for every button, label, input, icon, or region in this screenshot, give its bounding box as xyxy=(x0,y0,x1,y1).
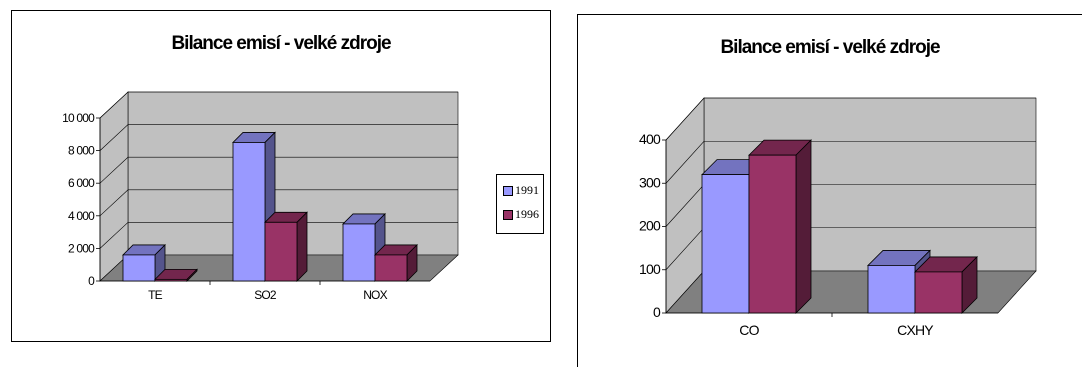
chart-left-frame: Bilance emisí - velké zdroje 0 2 000 4 000… xyxy=(11,10,551,342)
gridline xyxy=(99,124,458,151)
bar xyxy=(748,154,797,314)
y-tick-label: 400 xyxy=(639,131,661,147)
bar xyxy=(122,254,156,282)
chart-left-legend: 1991 1996 xyxy=(496,174,544,234)
y-tick-label: 2 000 xyxy=(68,241,95,255)
y-tick-label: 100 xyxy=(639,261,661,277)
legend-item-1991: 1991 xyxy=(503,183,539,197)
y-tick-label: 6 000 xyxy=(68,176,95,190)
gridline xyxy=(99,156,458,184)
bar xyxy=(374,254,408,282)
side-wall xyxy=(99,91,129,282)
y-tick-label: 200 xyxy=(639,218,661,234)
y-tick-label: 0 xyxy=(88,274,95,288)
chart-left-plot: 0 2 000 4 000 6 000 8 000 10 000 TE SO2 NOX xyxy=(62,91,459,302)
bar xyxy=(701,174,750,314)
bar xyxy=(342,223,376,282)
chart-right-plot: 0 100 200 300 400 CO CXHY xyxy=(639,97,1037,338)
x-tick-label: SO2 xyxy=(254,288,277,302)
legend-label-1991: 1991 xyxy=(515,183,539,197)
x-tick-label: CXHY xyxy=(897,322,934,338)
chart-left-title: Bilance emisí - velké zdroje xyxy=(171,33,391,54)
bar xyxy=(867,265,916,314)
bar-side xyxy=(795,139,812,314)
chart-right-frame: Bilance emisí - velké zdroje 0 100 200 300 4… xyxy=(577,14,1082,367)
y-tick-label: 0 xyxy=(653,304,661,320)
legend-swatch-1991 xyxy=(503,186,513,197)
chart-right-title: Bilance emisí - velké zdroje xyxy=(720,37,940,58)
bar xyxy=(914,271,963,314)
y-tick-label: 300 xyxy=(639,174,661,190)
gridline xyxy=(99,91,458,119)
y-tick-label: 10 000 xyxy=(62,111,95,125)
bar xyxy=(232,142,266,282)
legend-item-1996: 1996 xyxy=(503,207,539,221)
legend-label-1996: 1996 xyxy=(515,207,539,221)
bar xyxy=(264,221,298,282)
y-tick-label: 8 000 xyxy=(68,144,95,158)
x-tick-label: TE xyxy=(148,288,163,302)
y-tick-label: 4 000 xyxy=(68,209,95,223)
legend-swatch-1996 xyxy=(503,210,513,221)
gridline xyxy=(99,189,458,217)
x-tick-label: CO xyxy=(739,322,759,338)
bar xyxy=(154,278,188,282)
gridline xyxy=(665,140,1036,184)
bar-side xyxy=(296,211,308,282)
gridline xyxy=(665,97,1036,141)
x-tick-label: NOX xyxy=(363,288,387,302)
